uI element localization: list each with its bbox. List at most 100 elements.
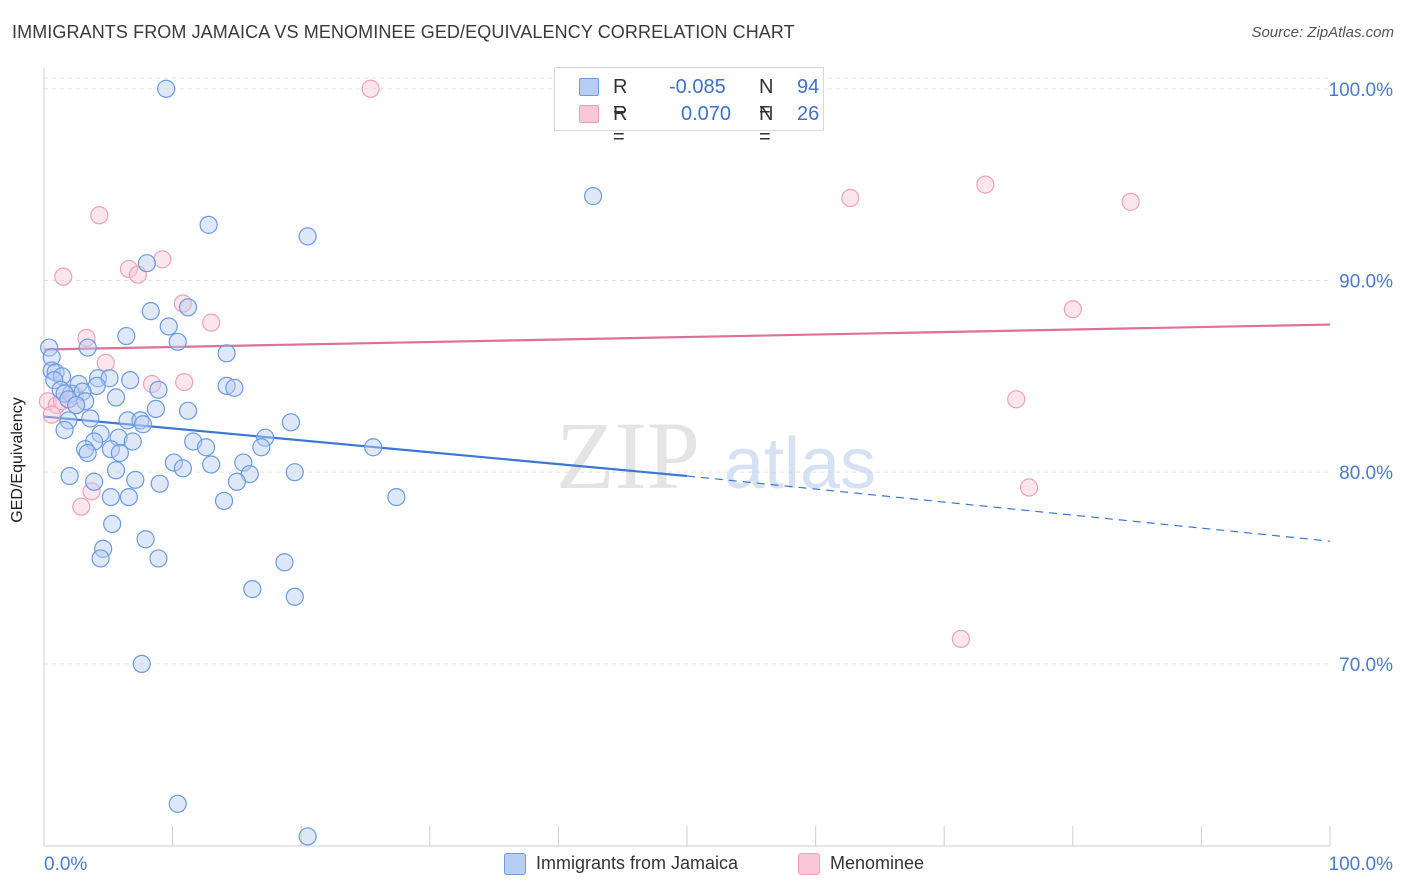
- jamaica-point: [199, 215, 218, 234]
- data-points: [38, 79, 1140, 846]
- jamaica-point: [119, 487, 138, 507]
- menominee-point: [202, 313, 221, 332]
- watermark: ZIP atlas: [556, 402, 876, 509]
- jamaica-point: [364, 438, 383, 457]
- jamaica-point: [85, 472, 104, 491]
- jamaica-point: [59, 411, 78, 430]
- menominee-point: [90, 206, 109, 225]
- y-tick-label: 100.0%: [1329, 80, 1394, 101]
- jamaica-point: [225, 378, 244, 397]
- jamaica-point: [178, 401, 198, 420]
- watermark-zip: ZIP: [556, 402, 700, 509]
- jamaica-point: [55, 420, 74, 440]
- jamaica-point: [42, 348, 61, 367]
- jamaica-point: [67, 395, 86, 415]
- menominee-trend-line: [43, 323, 1331, 351]
- bottom-legend-swatch-menominee: [798, 853, 820, 875]
- jamaica-point: [110, 443, 129, 463]
- menominee-point: [361, 79, 380, 98]
- watermark-atlas: atlas: [724, 424, 876, 504]
- menominee-point: [119, 259, 138, 279]
- jamaica-point: [298, 827, 317, 846]
- jamaica-point: [141, 302, 160, 321]
- jamaica-point: [173, 459, 192, 478]
- tick-labels: 70.0% 80.0% 90.0% 100.0% 0.0% 100.0%: [44, 80, 1393, 875]
- jamaica-point: [202, 455, 221, 474]
- legend-n-label: N =: [759, 76, 774, 121]
- y-tick-label: 80.0%: [1339, 463, 1393, 484]
- jamaica-point: [76, 392, 95, 411]
- jamaica-point: [159, 317, 178, 336]
- legend-n-label: N =: [759, 103, 774, 148]
- jamaica-point: [214, 491, 234, 511]
- jamaica-point: [101, 487, 120, 507]
- y-tick-label: 70.0%: [1339, 655, 1393, 676]
- menominee-point: [1121, 192, 1140, 211]
- legend-n-value: 26: [797, 103, 820, 125]
- jamaica-point: [387, 487, 406, 507]
- gridlines: [44, 77, 1330, 665]
- menominee-point: [951, 629, 971, 649]
- legend-r-label: R =: [613, 76, 628, 121]
- jamaica-point: [91, 549, 110, 568]
- x-tick-label: 100.0%: [1329, 854, 1394, 875]
- jamaica-point: [136, 530, 155, 549]
- jamaica-point: [45, 371, 64, 390]
- jamaica-point: [298, 227, 317, 246]
- bottom-legend-label: Menominee: [830, 853, 925, 873]
- legend-swatch-jamaica: [579, 78, 599, 96]
- jamaica-point: [121, 371, 140, 390]
- jamaica-point: [275, 553, 294, 572]
- menominee-point: [42, 405, 61, 424]
- jamaica-point: [252, 438, 271, 457]
- menominee-point: [96, 353, 115, 372]
- jamaica-point: [123, 432, 142, 451]
- jamaica-point: [78, 338, 97, 357]
- jamaica-point: [146, 399, 165, 419]
- jamaica-point: [234, 453, 253, 472]
- legend-swatch-menominee: [579, 105, 599, 123]
- jamaica-point: [164, 453, 183, 472]
- jamaica-point: [243, 580, 262, 599]
- legend-r-value: 0.070: [681, 103, 732, 125]
- jamaica-point: [168, 794, 187, 813]
- jamaica-trend-extension: [686, 475, 1331, 542]
- jamaica-point: [132, 654, 151, 673]
- jamaica-point: [149, 380, 168, 399]
- jamaica-point: [78, 443, 97, 463]
- jamaica-point: [133, 415, 153, 434]
- jamaica-point: [196, 438, 216, 457]
- jamaica-point: [281, 413, 301, 432]
- menominee-point: [77, 328, 96, 348]
- axes: [43, 68, 1331, 847]
- jamaica-point: [178, 298, 198, 317]
- menominee-point: [72, 497, 91, 516]
- menominee-point: [54, 267, 73, 286]
- jamaica-point: [285, 463, 304, 482]
- jamaica-point: [157, 79, 176, 98]
- jamaica-point: [126, 470, 145, 489]
- menominee-point: [153, 250, 172, 269]
- stats-legend: R = -0.085 N = 94 R = 0.070 N = 26: [554, 67, 824, 148]
- bottom-legend-swatch-jamaica: [504, 853, 526, 875]
- x-tick-label: 0.0%: [44, 854, 87, 875]
- jamaica-point: [60, 466, 79, 486]
- y-tick-label: 90.0%: [1339, 271, 1393, 292]
- jamaica-point: [256, 428, 275, 447]
- legend-n-value: 94: [797, 76, 820, 98]
- chart-title: IMMIGRANTS FROM JAMAICA VS MENOMINEE GED…: [12, 22, 795, 42]
- jamaica-point: [149, 549, 168, 568]
- jamaica-point: [217, 344, 236, 363]
- legend-r-value: -0.085: [669, 76, 726, 98]
- jamaica-point: [103, 514, 122, 534]
- jamaica-point: [101, 440, 120, 459]
- menominee-point: [1019, 478, 1039, 497]
- menominee-point: [976, 175, 995, 194]
- jamaica-point: [227, 472, 246, 491]
- menominee-point: [38, 392, 57, 411]
- jamaica-point: [584, 187, 603, 206]
- jamaica-point: [106, 388, 126, 407]
- menominee-point: [1007, 390, 1026, 409]
- menominee-point: [841, 188, 860, 208]
